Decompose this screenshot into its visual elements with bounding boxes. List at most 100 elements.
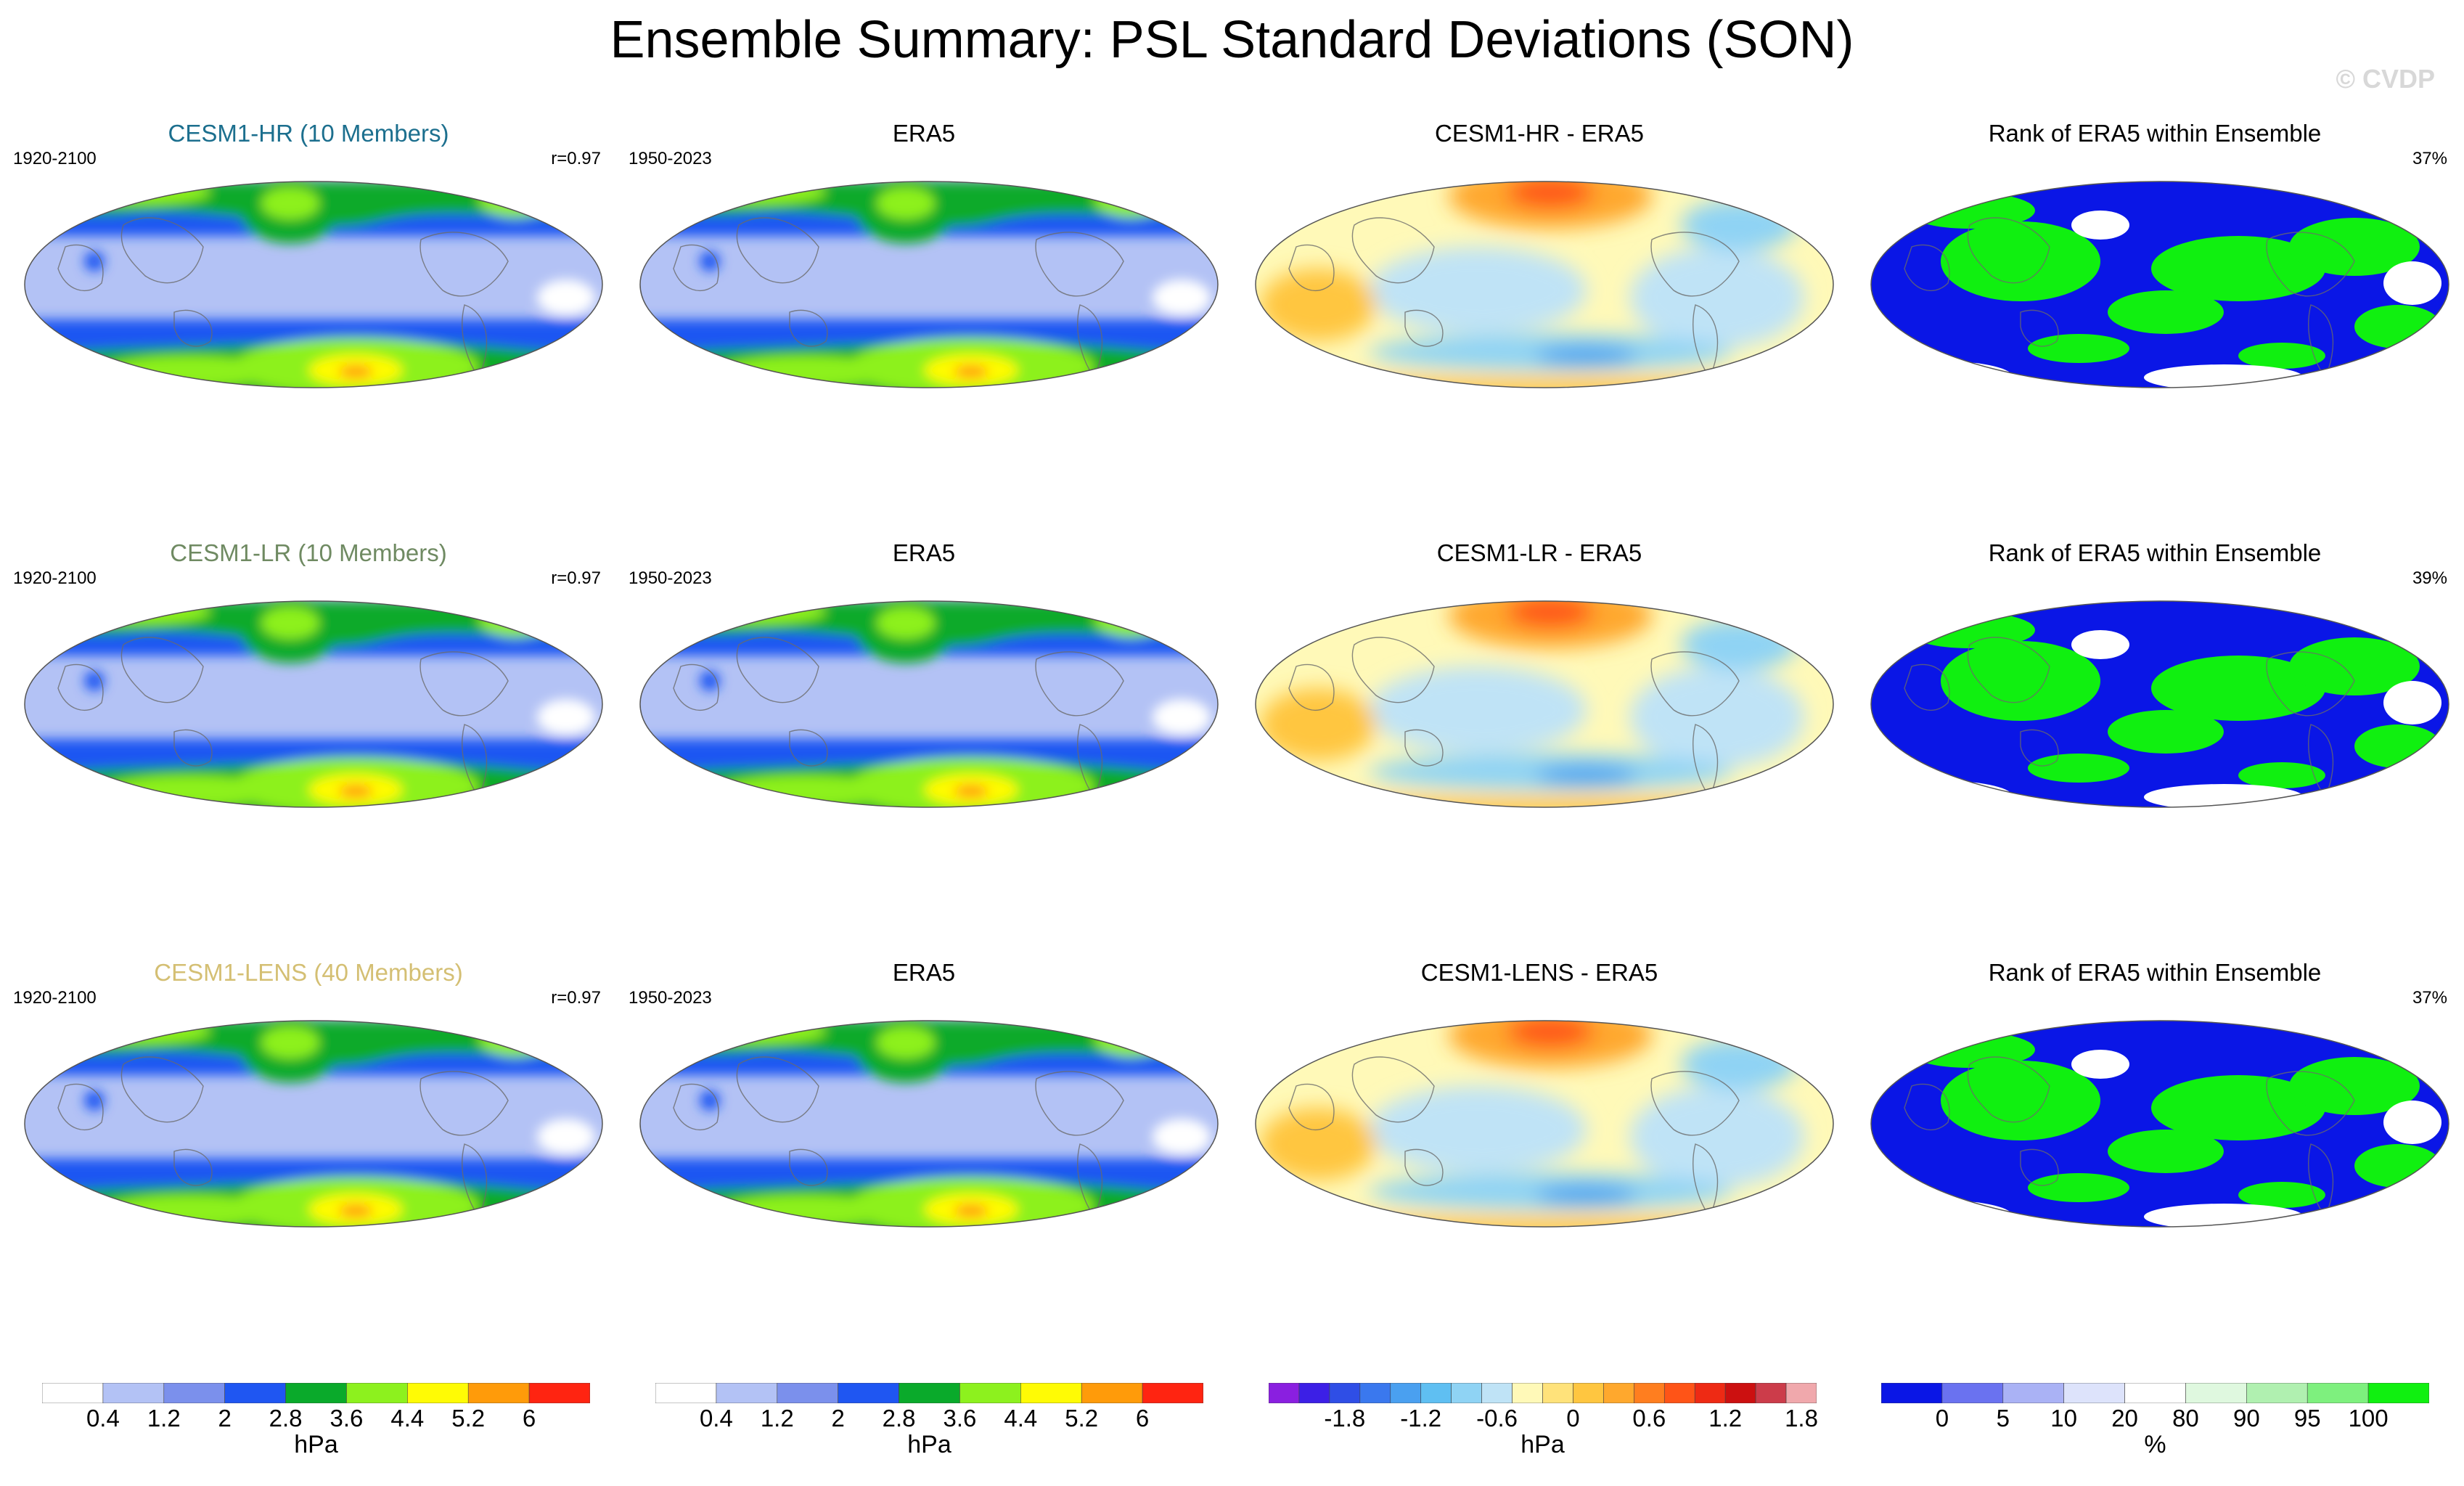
field-band [1904,612,2035,648]
field-band [338,785,373,798]
colorbar-swatch [655,1383,717,1403]
field-band [1369,247,1587,334]
field-band [1883,1201,2013,1227]
panel-title: ERA5 [892,120,956,147]
map-field [640,181,1218,388]
coastline [1967,217,2050,284]
field-band [877,1026,935,1058]
colorbar-swatch [1634,1383,1665,1403]
colorbar-swatch [716,1383,778,1403]
field-band [1369,1086,1587,1173]
colorbar-swatch [1542,1383,1573,1403]
colorbar-swatch [285,1383,347,1403]
field-band [261,1026,319,1058]
panel-row2-model: CESM1-LR (10 Members) 1920-2100 r=0.97 [0,539,617,959]
colorbar-unit: hPa [294,1431,338,1458]
field-band [102,356,276,388]
map-field [25,1021,602,1227]
colorbar-swatch [1755,1383,1787,1403]
colorbar-unit: % [2144,1431,2166,1458]
copyright-label: © CVDP [2336,64,2435,94]
colorbar-tick-label: 0 [1935,1405,1949,1432]
field-band [2071,211,2129,240]
colorbar-swatch [1663,1383,1695,1403]
field-band [2354,1144,2442,1188]
field-band [338,365,373,378]
coastline [1650,1071,1740,1136]
field-band [2028,1173,2129,1202]
colorbar-swatch [1390,1383,1422,1403]
field-band [1507,181,1594,208]
colorbar-tick-label: -1.8 [1324,1405,1366,1432]
colorbar-unit: hPa [907,1431,951,1458]
panel-years: 1920-2100 [13,988,97,1008]
colorbar-tick-label: 80 [2172,1405,2199,1432]
field-band [2238,343,2325,369]
field-band [1256,377,1833,388]
colorbar-swatch [346,1383,408,1403]
coastline [1404,729,1444,767]
colorbar-swatch [1694,1383,1726,1403]
map-outline [639,1020,1219,1228]
map-outline [1255,1020,1834,1228]
coastline [2020,309,2059,347]
colorbar-swatch [2002,1383,2064,1403]
colorbar-std-model: 0.4 1.2 2 2.8 3.6 4.4 5.2 6 hPa [42,1383,590,1458]
coastline [673,664,719,711]
map-field [1871,601,2449,807]
colorbar-swatch [1329,1383,1361,1403]
rank-map [1870,1020,2449,1228]
pattern-correlation: r=0.97 [551,149,601,168]
panel-years: 1920-2100 [13,149,97,168]
std-map [24,600,603,808]
coastline [173,729,213,767]
coastline [2020,729,2059,767]
colorbar-unit: hPa [1520,1431,1565,1458]
field-band [537,699,595,735]
field-band [1941,221,2100,301]
coastline [1404,1148,1444,1186]
coastline [1288,244,1335,291]
field-band [2238,1182,2325,1208]
colorbar-swatches [42,1383,590,1403]
colorbar-swatch [42,1383,104,1403]
field-band [1536,346,1637,366]
std-map [639,1020,1219,1228]
colorbar-swatch [1451,1383,1482,1403]
colorbar-swatch [1081,1383,1143,1403]
panel-title: CESM1-HR (10 Members) [168,120,449,147]
field-band [1153,279,1211,316]
colorbar-swatch [1269,1383,1300,1403]
coastline [673,1083,719,1130]
colorbar-tick-label: 6 [1135,1405,1150,1432]
panel-row3-model: CESM1-LENS (40 Members) 1920-2100 r=0.97 [0,959,617,1379]
map-field [1256,181,1833,388]
colorbar-swatch [2124,1383,2186,1403]
map-field [25,181,602,388]
coastline [120,637,204,703]
field-band [1153,699,1211,735]
map-field [25,601,602,807]
field-band [1260,1108,1376,1180]
colorbar-std-obs: 0.4 1.2 2 2.8 3.6 4.4 5.2 6 hPa [655,1383,1203,1458]
field-band [2071,1050,2129,1079]
field-band [261,607,319,639]
coastline [736,637,819,703]
colorbar-difference: -1.8 -1.2 -0.6 0 0.6 1.2 1.8 hPa [1269,1383,1818,1458]
coastline [1351,637,1435,703]
coastline [1035,651,1124,717]
field-band [1260,688,1376,761]
colorbar-tick-label: 2.8 [269,1405,303,1432]
rank-percent: 39% [2412,568,2447,588]
colorbar-tick-label: -1.2 [1400,1405,1442,1432]
field-band [1260,269,1376,341]
field-band [102,1195,276,1227]
colorbar-tick-label: 10 [2050,1405,2078,1432]
coastline [120,1056,204,1123]
coastline [57,244,104,291]
field-band [700,1090,720,1111]
colorbar-tick-label: 0.4 [699,1405,733,1432]
field-band [954,785,989,798]
field-band [1507,601,1594,628]
pattern-correlation: r=0.97 [551,988,601,1008]
